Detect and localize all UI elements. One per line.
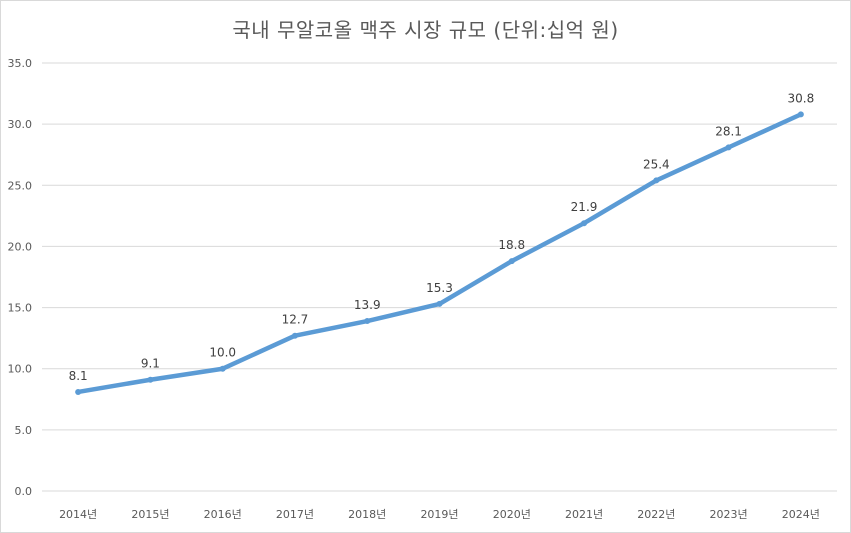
data-point <box>797 111 804 118</box>
data-label: 8.1 <box>69 369 88 383</box>
data-label: 12.7 <box>282 313 309 327</box>
data-label: 10.0 <box>209 346 236 360</box>
data-point <box>75 388 82 395</box>
y-tick-label: 35.0 <box>8 57 33 70</box>
y-tick-label: 30.0 <box>8 118 33 131</box>
y-tick-label: 5.0 <box>15 424 33 437</box>
x-tick-label: 2017년 <box>276 508 314 521</box>
x-tick-label: 2015년 <box>131 508 169 521</box>
gridlines <box>42 62 837 492</box>
data-label: 9.1 <box>141 357 160 371</box>
data-label: 18.8 <box>498 238 525 252</box>
y-tick-label: 0.0 <box>15 485 33 498</box>
x-tick-label: 2016년 <box>204 508 242 521</box>
data-label: 15.3 <box>426 281 453 295</box>
data-label: 13.9 <box>354 298 381 312</box>
x-tick-label: 2014년 <box>59 508 97 521</box>
x-tick-label: 2023년 <box>710 508 748 521</box>
plot-area: 8.1 9.1 10.0 12.7 13.9 15.3 18.8 21.9 25.4 28.1 30… <box>69 91 815 395</box>
data-point <box>508 258 515 265</box>
y-tick-label: 20.0 <box>8 240 33 253</box>
x-tick-label: 2020년 <box>493 508 531 521</box>
x-tick-label: 2021년 <box>565 508 603 521</box>
y-tick-label: 15.0 <box>8 302 33 315</box>
y-tick-label: 25.0 <box>8 179 33 192</box>
x-axis-ticks: 2014년 2015년 2016년 2017년 2018년 2019년 2020년 2021년… <box>59 508 820 521</box>
data-label: 25.4 <box>643 157 670 171</box>
data-point <box>147 376 154 383</box>
y-axis-ticks: 0.0 5.0 10.0 15.0 20.0 25.0 30.0 35.0 <box>8 57 33 498</box>
y-tick-label: 10.0 <box>8 363 33 376</box>
data-point <box>291 332 298 339</box>
data-point <box>581 220 588 227</box>
data-point <box>219 365 226 372</box>
data-point <box>436 300 443 307</box>
data-label: 30.8 <box>788 91 815 105</box>
data-point <box>364 318 371 325</box>
data-point <box>653 177 660 184</box>
x-tick-label: 2024년 <box>782 508 820 521</box>
data-label: 21.9 <box>571 200 598 214</box>
x-tick-label: 2019년 <box>420 508 458 521</box>
chart-title: 국내 무알코올 맥주 시장 규모 (단위:십억 원) <box>232 18 619 42</box>
data-point <box>725 144 732 151</box>
data-label: 28.1 <box>715 124 742 138</box>
series-line <box>75 112 804 395</box>
x-tick-label: 2018년 <box>348 508 386 521</box>
x-tick-label: 2022년 <box>637 508 675 521</box>
